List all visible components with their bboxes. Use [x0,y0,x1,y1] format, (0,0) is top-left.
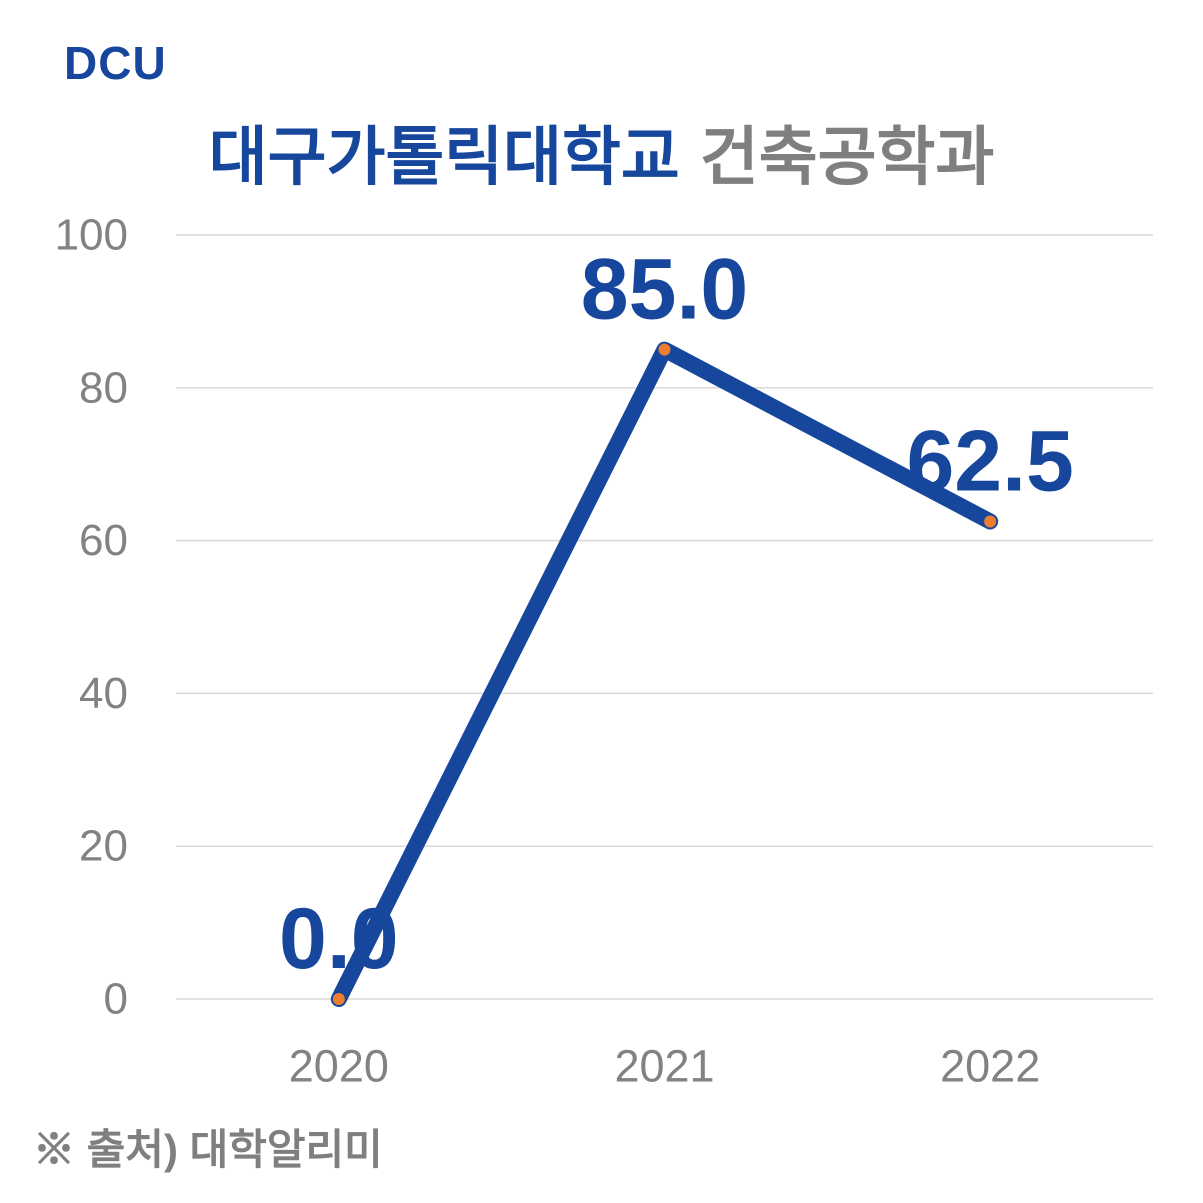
x-axis-tick-label: 2022 [940,1041,1040,1092]
data-point-marker [658,343,671,356]
x-axis-tick-label: 2020 [289,1041,389,1092]
y-axis-tick-label: 20 [79,822,128,871]
data-point-marker [984,515,997,528]
y-axis-tick-label: 0 [104,975,128,1024]
y-axis-tick-label: 40 [79,669,128,718]
y-axis-tick-label: 80 [79,363,128,412]
chart-title-university: 대구가톨릭대학교 [208,121,680,193]
chart-title-department: 건축공학과 [699,121,995,193]
y-axis-tick-label: 60 [79,516,128,565]
dcu-logo: DCU [64,37,167,89]
series-line [330,341,999,1007]
x-axis-tick-label: 2021 [614,1041,714,1092]
y-axis-tick-label: 100 [55,211,128,260]
source-note: ※ 출처) 대학알리미 [33,1126,383,1173]
chart-title: 대구가톨릭대학교 건축공학과 [0,106,1203,198]
data-point-marker [332,993,345,1005]
data-label: 85.0 [581,242,748,338]
